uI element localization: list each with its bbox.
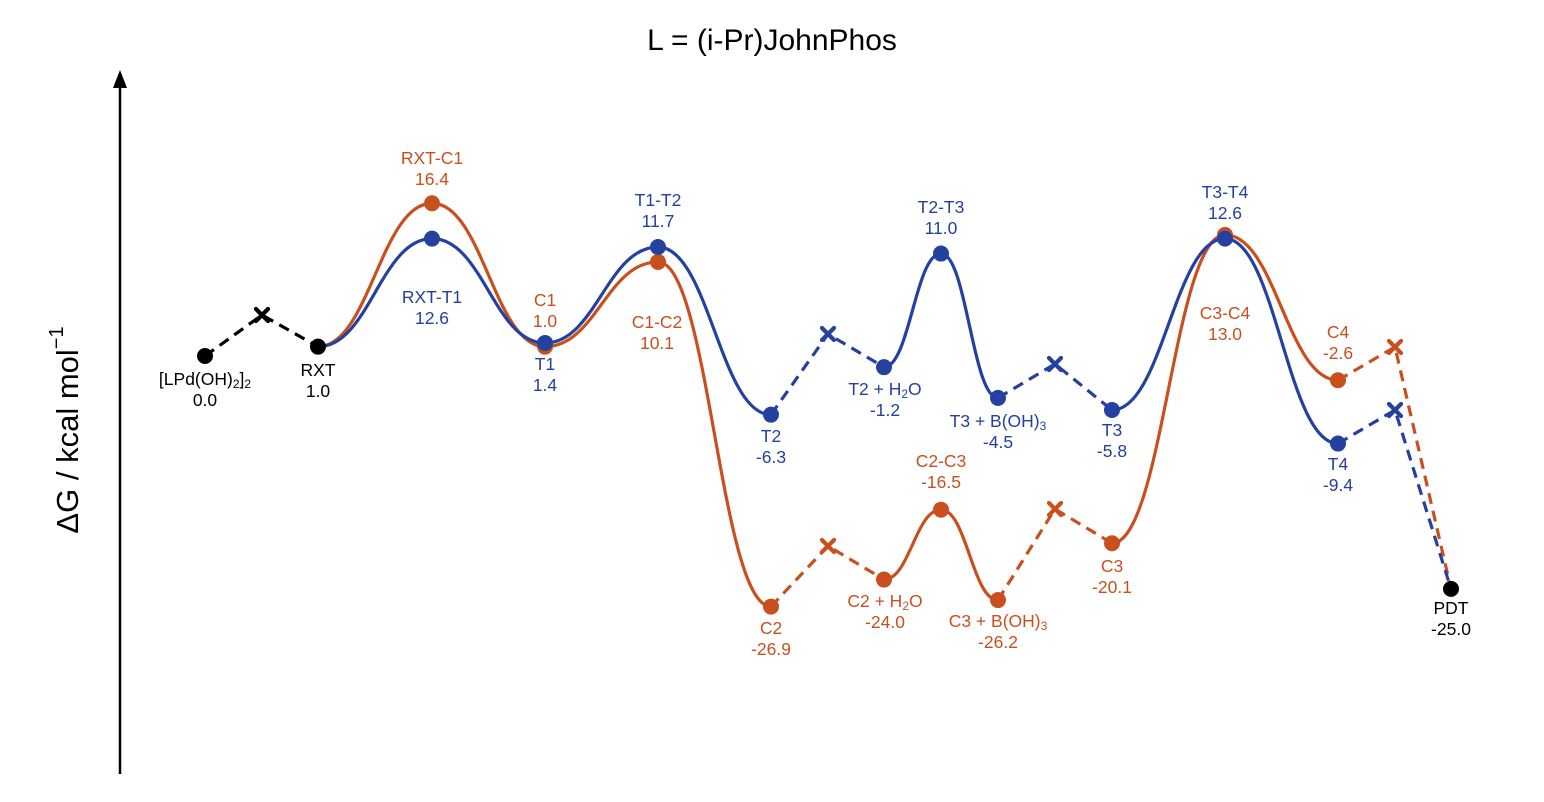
blue-label-8-name: T3-T4 [1202, 182, 1249, 202]
orange-label-5-name: C2-C3 [916, 451, 967, 471]
blue-label-7-name: T3 [1102, 420, 1122, 440]
orange-label-4-name: C2 + H2O [847, 591, 922, 613]
blue-label-7-value: -5.8 [1097, 441, 1127, 461]
blue-dashed-1 [769, 331, 885, 416]
orange-label-4-value: -24.0 [865, 612, 905, 632]
blue-label-0-name: RXT-T1 [402, 287, 462, 307]
blue-label-4-value: -1.2 [870, 400, 900, 420]
orange-label-3-value: -26.9 [751, 639, 791, 659]
orange-label-2-name: C1-C2 [632, 312, 683, 332]
blue-cross-1 [819, 325, 837, 343]
orange-cross-1 [819, 537, 837, 555]
orange-curve-3 [1111, 233, 1339, 545]
blue-point-1 [537, 334, 553, 351]
orange-label-2-value: 10.1 [640, 333, 674, 353]
blue-label-8-value: 12.6 [1208, 203, 1242, 223]
orange-label-3-name: C2 [760, 618, 782, 638]
blue-point-0 [424, 230, 440, 247]
orange-point-5 [933, 501, 949, 518]
blue-cross-2 [1046, 355, 1064, 373]
blue-label-2-value: 11.7 [642, 211, 675, 231]
blue-label-2-name: T1-T2 [635, 190, 682, 210]
blue-label-9-value: -9.4 [1323, 475, 1353, 495]
orange-label-6-name: C3 + B(OH)3 [949, 611, 1048, 633]
orange-point-9 [1330, 372, 1346, 389]
profile-labels: [LPd(OH)2]20.0RXT1.0PDT-25.0RXT-C116.4C1… [159, 148, 1471, 659]
label-pdt-value: -25.0 [1431, 619, 1471, 639]
blue-cross-3 [1386, 401, 1404, 419]
orange-label-8-name: C3-C4 [1200, 303, 1251, 323]
orange-dashed-3 [1337, 344, 1453, 590]
blue-label-5-value: 11.0 [925, 218, 958, 238]
blue-label-6-value: -4.5 [983, 432, 1013, 452]
blue-point-4 [876, 359, 892, 376]
orange-point-6 [990, 592, 1006, 609]
blue-label-3-name: T2 [761, 426, 781, 446]
orange-label-0-name: RXT-C1 [401, 148, 463, 168]
blue-point-5 [933, 245, 949, 262]
orange-label-0-value: 16.4 [415, 169, 449, 189]
shared-cross [253, 306, 271, 324]
orange-curve-2 [883, 508, 999, 602]
orange-cross-2 [1046, 500, 1064, 518]
blue-label-3-value: -6.3 [756, 447, 786, 467]
orange-point-7 [1104, 535, 1120, 552]
shared-dashed-link [204, 313, 319, 358]
blue-label-1-value: 1.4 [533, 375, 558, 395]
y-axis-arrowhead [113, 70, 127, 88]
blue-point-2 [650, 239, 666, 256]
orange-label-5-value: -16.5 [921, 472, 961, 492]
blue-point-9 [1330, 435, 1346, 452]
blue-curve-2 [883, 251, 999, 400]
blue-label-6-name: T3 + B(OH)3 [950, 411, 1047, 433]
label-pdt-name: PDT [1434, 598, 1469, 618]
label-lpd-name: [LPd(OH)2]2 [159, 369, 251, 391]
blue-label-5-name: T2-T3 [918, 197, 965, 217]
point-rxt [310, 338, 326, 355]
orange-point-3 [763, 598, 779, 615]
label-rxt-name: RXT [301, 360, 336, 380]
blue-label-1-name: T1 [535, 354, 555, 374]
point-pdt [1443, 580, 1459, 597]
blue-point-7 [1104, 402, 1120, 419]
orange-point-0 [424, 195, 440, 212]
orange-curve-1 [317, 201, 772, 609]
orange-label-7-name: C3 [1101, 556, 1123, 576]
orange-label-9-name: C4 [1327, 322, 1350, 342]
blue-label-0-value: 12.6 [415, 308, 449, 328]
profile-markers [197, 195, 1459, 615]
orange-point-2 [650, 253, 666, 270]
label-lpd-value: 0.0 [193, 390, 218, 410]
orange-dashed-2 [996, 506, 1113, 601]
blue-point-8 [1217, 230, 1233, 247]
blue-point-3 [763, 406, 779, 423]
blue-dashed-3 [1337, 407, 1453, 590]
blue-label-9-name: T4 [1328, 454, 1349, 474]
label-rxt-value: 1.0 [306, 381, 331, 401]
blue-dashed-2 [997, 362, 1114, 412]
orange-cross-3 [1386, 338, 1404, 356]
orange-label-8-value: 13.0 [1208, 324, 1242, 344]
orange-label-7-value: -20.1 [1092, 577, 1132, 597]
orange-point-4 [876, 571, 892, 588]
blue-point-6 [990, 389, 1006, 406]
point-lpd [197, 348, 213, 364]
blue-label-4-name: T2 + H2O [848, 379, 921, 401]
orange-label-1-name: C1 [534, 290, 556, 310]
orange-label-6-value: -26.2 [978, 632, 1018, 652]
orange-label-1-value: 1.0 [533, 311, 558, 331]
orange-label-9-value: -2.6 [1323, 343, 1353, 363]
orange-dashed-1 [769, 543, 885, 608]
chart-title: L = (i-Pr)JohnPhos [647, 24, 897, 57]
